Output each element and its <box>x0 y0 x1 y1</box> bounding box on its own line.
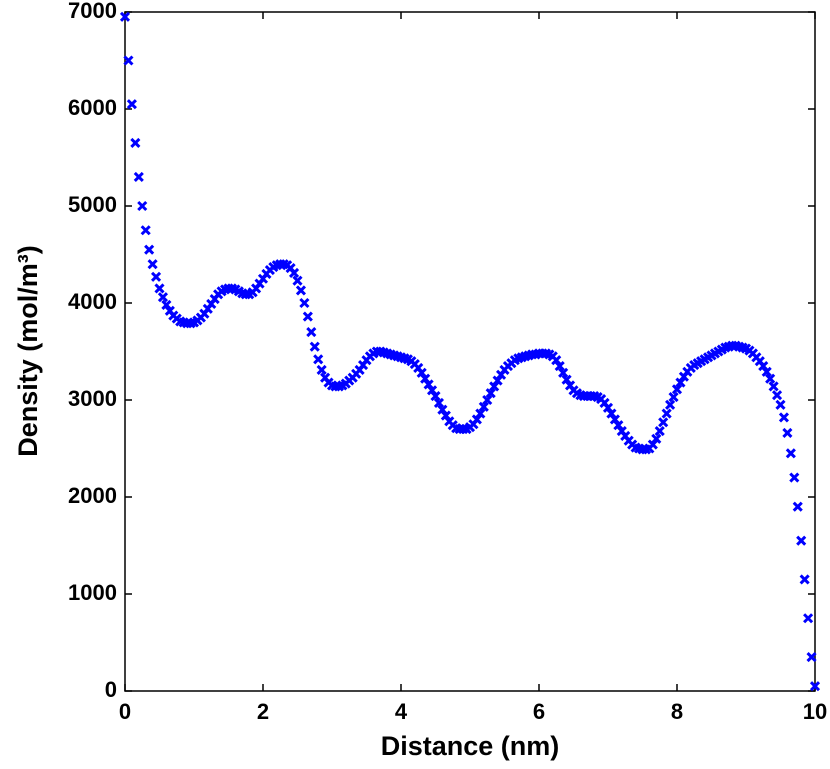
marker <box>647 439 658 450</box>
y-tick-label: 2000 <box>68 483 117 508</box>
marker <box>602 402 614 413</box>
plot-area <box>124 11 816 692</box>
marker <box>119 11 131 22</box>
marker <box>137 200 148 212</box>
marker <box>433 397 445 408</box>
marker <box>606 408 617 419</box>
marker <box>489 381 500 392</box>
marker <box>492 375 503 386</box>
marker <box>161 299 172 311</box>
x-tick-label: 8 <box>671 699 683 724</box>
marker <box>437 404 448 415</box>
marker <box>609 414 620 425</box>
marker <box>482 394 493 406</box>
marker <box>765 373 776 384</box>
marker <box>440 410 451 421</box>
marker <box>554 360 565 372</box>
marker <box>430 391 441 402</box>
marker <box>309 341 320 352</box>
marker <box>150 271 162 282</box>
marker <box>671 384 683 395</box>
marker <box>154 283 165 294</box>
marker <box>420 373 431 384</box>
marker <box>558 367 569 378</box>
marker <box>123 55 134 66</box>
marker <box>292 275 303 286</box>
marker <box>133 171 144 182</box>
marker <box>768 381 779 392</box>
marker <box>140 225 151 236</box>
marker <box>471 414 482 425</box>
x-tick-label: 6 <box>533 699 545 724</box>
marker <box>665 399 676 410</box>
marker <box>778 412 790 423</box>
marker <box>799 574 810 585</box>
marker <box>313 354 324 365</box>
marker <box>668 392 679 403</box>
marker <box>423 379 434 390</box>
y-tick-label: 1000 <box>68 580 117 605</box>
marker <box>551 355 562 366</box>
marker <box>316 364 327 375</box>
marker <box>306 327 317 338</box>
marker <box>561 374 572 385</box>
marker <box>147 259 158 270</box>
y-tick-label: 6000 <box>68 95 117 120</box>
x-tick-label: 2 <box>257 699 269 724</box>
marker <box>485 388 496 399</box>
marker <box>144 244 155 255</box>
x-tick-label: 0 <box>119 699 131 724</box>
y-tick-label: 5000 <box>68 192 117 217</box>
marker <box>426 385 438 396</box>
marker <box>771 390 783 401</box>
marker <box>416 367 427 378</box>
marker <box>785 448 796 459</box>
marker <box>302 311 313 322</box>
marker <box>789 472 800 483</box>
x-axis-label: Distance (nm) <box>381 731 560 761</box>
y-tick-label: 3000 <box>68 386 117 411</box>
marker <box>478 401 489 412</box>
y-tick-label: 4000 <box>68 289 117 314</box>
marker <box>658 417 669 428</box>
marker <box>475 408 486 419</box>
marker <box>758 360 769 372</box>
marker <box>806 651 817 663</box>
marker <box>761 366 772 377</box>
marker <box>675 377 686 388</box>
marker <box>299 297 310 309</box>
x-tick-label: 4 <box>395 699 408 724</box>
marker <box>126 99 137 110</box>
marker <box>796 535 807 546</box>
marker <box>792 501 803 512</box>
marker <box>288 267 300 278</box>
marker <box>775 399 786 410</box>
marker <box>803 613 814 624</box>
marker <box>654 425 665 437</box>
marker <box>613 420 624 431</box>
y-tick-label: 0 <box>105 677 117 702</box>
y-axis-label: Density (mol/m³) <box>13 245 43 457</box>
marker <box>782 427 793 439</box>
x-tick-label: 10 <box>803 699 827 724</box>
marker <box>651 433 662 444</box>
marker <box>809 681 821 692</box>
marker <box>661 408 672 419</box>
marker <box>130 137 141 149</box>
marker <box>157 292 169 303</box>
y-tick-label: 7000 <box>68 0 117 23</box>
marker <box>295 285 307 296</box>
